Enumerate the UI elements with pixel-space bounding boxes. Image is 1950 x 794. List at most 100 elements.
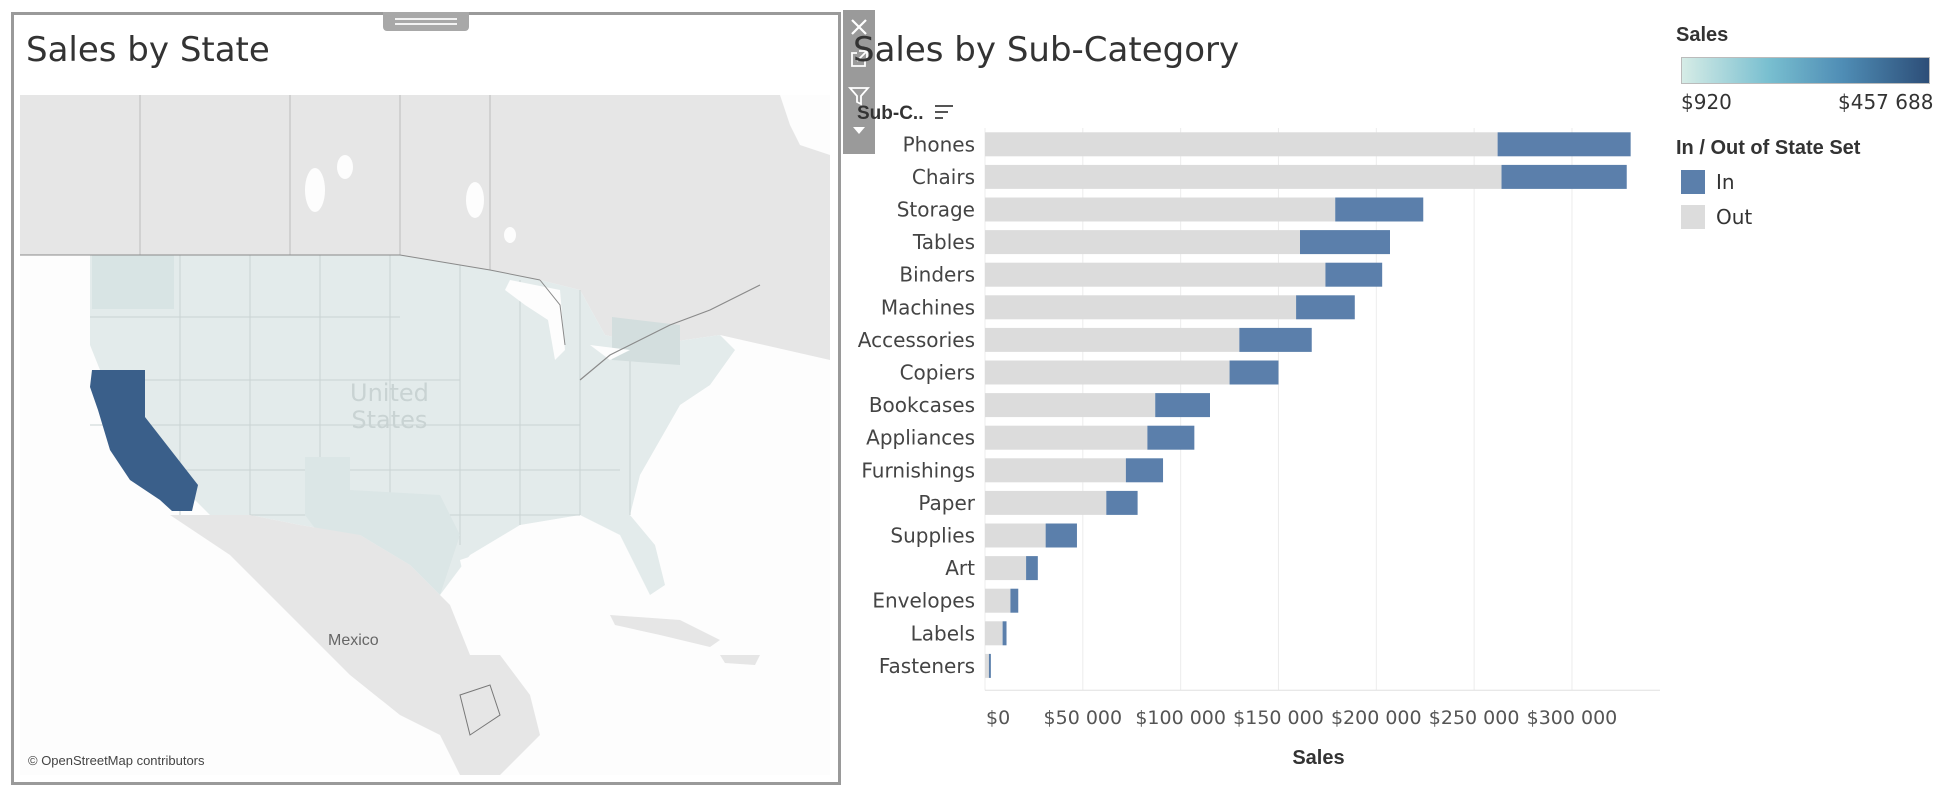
bar-in-binders[interactable] xyxy=(1325,262,1383,287)
bar-in-labels[interactable] xyxy=(1002,621,1007,646)
chart-title: Sales by Sub-Category xyxy=(853,30,1240,70)
x-axis-title: Sales xyxy=(1292,747,1344,769)
legend-swatch-out xyxy=(1681,205,1705,229)
bar-in-supplies[interactable] xyxy=(1045,523,1077,548)
bar-out-bookcases[interactable] xyxy=(985,393,1156,418)
legend-label-out: Out xyxy=(1716,205,1753,229)
x-tick-label: $0 xyxy=(986,707,1010,729)
bar-in-accessories[interactable] xyxy=(1239,327,1312,352)
category-label-storage[interactable]: Storage xyxy=(897,198,975,222)
bar-chart: Phones Chairs Storage Tables Binders Machines… xyxy=(858,128,1660,769)
sales-legend-min: $920 xyxy=(1681,90,1732,114)
popout-icon[interactable] xyxy=(843,43,875,75)
category-label-fasteners[interactable]: Fasteners xyxy=(879,654,975,678)
category-label-envelopes[interactable]: Envelopes xyxy=(872,589,975,613)
bar-out-storage[interactable] xyxy=(985,197,1336,222)
bar-in-chairs[interactable] xyxy=(1501,164,1627,189)
legend-item-out[interactable]: Out xyxy=(1681,205,1752,229)
x-tick-label: $300 000 xyxy=(1527,707,1618,729)
bar-in-storage[interactable] xyxy=(1335,197,1424,222)
category-label-appliances[interactable]: Appliances xyxy=(866,426,975,450)
bar-out-furnishings[interactable] xyxy=(985,458,1126,483)
category-label-accessories[interactable]: Accessories xyxy=(858,328,975,352)
legend-label-in: In xyxy=(1716,170,1735,194)
bar-out-machines[interactable] xyxy=(985,295,1297,320)
worksheet-toolbar xyxy=(843,10,875,154)
bar-in-bookcases[interactable] xyxy=(1155,393,1210,418)
category-label-labels[interactable]: Labels xyxy=(911,621,975,645)
x-tick-label: $250 000 xyxy=(1429,707,1520,729)
california-state xyxy=(90,370,198,511)
bar-out-binders[interactable] xyxy=(985,262,1326,287)
bar-in-furnishings[interactable] xyxy=(1125,458,1164,483)
category-label-binders[interactable]: Binders xyxy=(899,263,975,287)
legend-swatch-in xyxy=(1681,170,1705,194)
texas-state xyxy=(305,457,460,595)
sort-icon[interactable] xyxy=(934,104,954,124)
sales-color-ramp[interactable] xyxy=(1681,57,1930,84)
close-icon[interactable] xyxy=(843,11,875,43)
hudson-water xyxy=(780,95,830,155)
category-label-copiers[interactable]: Copiers xyxy=(900,361,975,385)
bar-out-phones[interactable] xyxy=(985,132,1498,157)
filter-icon[interactable] xyxy=(843,80,875,112)
map-view[interactable] xyxy=(20,95,830,775)
lake-shape xyxy=(504,227,516,243)
x-axis-ticks: $0 $50 000 $100 000 $150 000 $200 000 $250 00… xyxy=(986,707,1617,729)
category-label-furnishings[interactable]: Furnishings xyxy=(861,458,975,482)
bar-in-tables[interactable] xyxy=(1300,230,1390,255)
category-label-art[interactable]: Art xyxy=(945,556,975,580)
bar-out-appliances[interactable] xyxy=(985,425,1148,450)
sales-legend-title: Sales xyxy=(1676,24,1729,46)
bar-in-art[interactable] xyxy=(1026,556,1038,581)
bar-in-appliances[interactable] xyxy=(1147,425,1195,450)
set-legend-title: In / Out of State Set xyxy=(1676,137,1861,159)
bar-in-machines[interactable] xyxy=(1296,295,1355,320)
category-label-machines[interactable]: Machines xyxy=(881,295,975,319)
bar-out-accessories[interactable] xyxy=(985,327,1240,352)
category-label-paper[interactable]: Paper xyxy=(918,491,975,515)
canada-land xyxy=(20,95,830,360)
category-label-tables[interactable]: Tables xyxy=(912,230,975,254)
country-label-mexico: Mexico xyxy=(328,632,379,649)
bar-out-paper[interactable] xyxy=(985,490,1107,515)
bar-in-phones[interactable] xyxy=(1497,132,1631,157)
drag-handle[interactable] xyxy=(383,12,469,31)
bar-out-copiers[interactable] xyxy=(985,360,1230,385)
newyork-state xyxy=(612,317,680,365)
legend-item-in[interactable]: In xyxy=(1681,170,1735,194)
sales-legend-max: $457 688 xyxy=(1838,90,1934,114)
x-tick-label: $50 000 xyxy=(1044,707,1123,729)
bar-out-fasteners[interactable] xyxy=(985,653,989,678)
mexico-land xyxy=(170,515,490,735)
lake-shape xyxy=(305,168,325,212)
country-label-line2: States xyxy=(351,406,428,434)
bar-out-envelopes[interactable] xyxy=(985,588,1011,613)
gulf-of-mexico xyxy=(460,535,640,655)
bar-out-chairs[interactable] xyxy=(985,164,1502,189)
lake-shape xyxy=(466,182,484,218)
bar-out-art[interactable] xyxy=(985,556,1027,581)
category-label-supplies[interactable]: Supplies xyxy=(890,524,975,548)
column-header[interactable]: Sub-C.. xyxy=(857,103,924,124)
x-tick-label: $150 000 xyxy=(1233,707,1324,729)
bar-out-supplies[interactable] xyxy=(985,523,1046,548)
bar-in-paper[interactable] xyxy=(1106,490,1138,515)
bar-out-tables[interactable] xyxy=(985,230,1300,255)
category-label-phones[interactable]: Phones xyxy=(903,132,975,156)
bar-out-labels[interactable] xyxy=(985,621,1003,646)
bar-in-fasteners[interactable] xyxy=(988,653,991,678)
lake-shape xyxy=(337,155,353,179)
category-labels: Phones Chairs Storage Tables Binders Machines… xyxy=(858,132,976,678)
bar-in-envelopes[interactable] xyxy=(1010,588,1019,613)
category-label-chairs[interactable]: Chairs xyxy=(912,165,975,189)
bar-in-copiers[interactable] xyxy=(1229,360,1279,385)
x-tick-label: $200 000 xyxy=(1331,707,1422,729)
more-options-icon[interactable] xyxy=(843,114,875,146)
map-title: Sales by State xyxy=(26,30,270,70)
osm-attribution-link[interactable]: © OpenStreetMap contributors xyxy=(28,753,205,768)
great-lakes xyxy=(505,280,565,360)
caribbean-islands xyxy=(610,615,720,647)
category-label-bookcases[interactable]: Bookcases xyxy=(869,393,975,417)
country-label-usa: United States xyxy=(350,380,429,434)
